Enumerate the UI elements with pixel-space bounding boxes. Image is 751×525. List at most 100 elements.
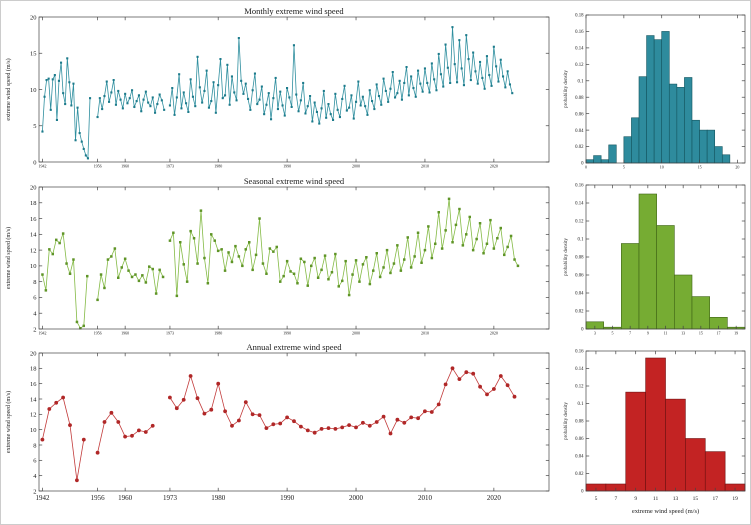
svg-text:1990: 1990: [280, 494, 295, 502]
svg-text:0.12: 0.12: [575, 385, 584, 390]
svg-text:10: 10: [30, 263, 37, 270]
svg-text:1942: 1942: [38, 331, 46, 336]
svg-text:11: 11: [653, 496, 659, 502]
svg-text:20: 20: [735, 165, 739, 170]
svg-text:10: 10: [30, 427, 37, 434]
svg-text:extreme wind speed (m/s): extreme wind speed (m/s): [5, 227, 12, 289]
svg-text:0: 0: [585, 165, 587, 170]
svg-text:14: 14: [30, 232, 37, 239]
svg-text:16: 16: [30, 216, 37, 223]
svg-text:2: 2: [33, 326, 36, 333]
svg-text:5: 5: [612, 331, 614, 336]
svg-text:20: 20: [30, 184, 37, 191]
svg-text:0.14: 0.14: [575, 202, 584, 207]
svg-text:5: 5: [623, 165, 625, 170]
svg-text:19: 19: [732, 496, 738, 502]
svg-text:10: 10: [30, 87, 37, 94]
svg-text:17: 17: [717, 331, 721, 336]
svg-text:0.02: 0.02: [575, 145, 584, 150]
svg-text:10: 10: [660, 165, 664, 170]
svg-text:18: 18: [30, 200, 37, 207]
svg-text:6: 6: [33, 295, 37, 302]
svg-text:20: 20: [30, 350, 37, 357]
svg-text:17: 17: [712, 496, 718, 502]
svg-text:20: 20: [30, 14, 37, 21]
svg-text:1990: 1990: [283, 331, 291, 336]
svg-text:16: 16: [30, 381, 37, 388]
svg-text:8: 8: [33, 442, 36, 449]
svg-text:1956: 1956: [94, 331, 102, 336]
svg-text:0.02: 0.02: [575, 310, 584, 315]
svg-text:0.14: 0.14: [575, 367, 584, 372]
svg-text:6: 6: [33, 458, 37, 465]
svg-text:probability density: probability density: [564, 70, 569, 108]
svg-text:14: 14: [30, 396, 37, 403]
svg-text:0.18: 0.18: [575, 14, 584, 19]
svg-text:1980: 1980: [214, 331, 222, 336]
svg-text:extreme wind speed (m/s): extreme wind speed (m/s): [632, 508, 699, 515]
seasonal-wind-speed-histogram: 3 5 7 9 11 13 15 17 19 0 0.02 0.04 0.06 0.08 0.1 0.12 0.…: [564, 184, 746, 336]
annual-wind-speed-histogram: 5 7 9 11 13 15 17 19 0 0.02 0.04 0.06 0.08 0.1 0.12 0.1…: [564, 350, 746, 515]
svg-text:0.1: 0.1: [578, 402, 585, 407]
svg-text:15: 15: [30, 51, 37, 58]
svg-text:2020: 2020: [490, 164, 498, 169]
svg-text:1960: 1960: [121, 331, 129, 336]
svg-text:19: 19: [734, 331, 738, 336]
svg-text:0.06: 0.06: [575, 437, 584, 442]
svg-text:0.1: 0.1: [578, 238, 585, 243]
svg-text:1956: 1956: [91, 494, 106, 502]
svg-text:4: 4: [33, 473, 37, 480]
svg-text:probability density: probability density: [564, 402, 569, 440]
svg-text:probability density: probability density: [564, 238, 569, 276]
svg-text:0.12: 0.12: [575, 63, 584, 68]
svg-text:12: 12: [30, 412, 37, 419]
svg-text:18: 18: [30, 366, 37, 373]
svg-text:15: 15: [699, 331, 703, 336]
svg-text:3: 3: [594, 331, 596, 336]
svg-text:0: 0: [581, 162, 584, 167]
svg-text:0: 0: [581, 328, 584, 333]
svg-text:5: 5: [595, 496, 598, 502]
svg-text:0.16: 0.16: [575, 184, 584, 189]
svg-text:1960: 1960: [118, 494, 133, 502]
svg-text:0.04: 0.04: [575, 129, 584, 134]
svg-text:2000: 2000: [352, 331, 360, 336]
svg-text:13: 13: [681, 331, 685, 336]
svg-text:1942: 1942: [35, 494, 50, 502]
svg-text:12: 12: [30, 247, 37, 254]
seasonal-wind-speed-line-chart: 1942 1956 1960 1973 1980 1990 2000 2010 20202468…: [5, 176, 550, 336]
svg-text:2000: 2000: [352, 164, 360, 169]
svg-text:extreme wind speed (m/s): extreme wind speed (m/s): [5, 391, 12, 453]
svg-text:7: 7: [629, 331, 631, 336]
svg-text:0.04: 0.04: [575, 292, 584, 297]
svg-text:0.14: 0.14: [575, 47, 584, 52]
svg-text:Annual extreme wind speed: Annual extreme wind speed: [246, 342, 342, 352]
svg-text:1942: 1942: [38, 164, 46, 169]
svg-text:15: 15: [693, 496, 699, 502]
svg-text:0.06: 0.06: [575, 112, 584, 117]
svg-text:2020: 2020: [487, 494, 502, 502]
svg-text:1973: 1973: [166, 331, 174, 336]
svg-text:0.04: 0.04: [575, 455, 584, 460]
svg-text:9: 9: [647, 331, 649, 336]
svg-text:2010: 2010: [421, 331, 429, 336]
annual-wind-speed-line-chart: 1942 1956 1960 1973 1980 1990 2000 2010 20202468…: [5, 342, 550, 502]
svg-text:0.06: 0.06: [575, 274, 584, 279]
svg-text:0: 0: [33, 159, 36, 166]
svg-text:0.02: 0.02: [575, 472, 584, 477]
svg-text:13: 13: [673, 496, 679, 502]
svg-text:1980: 1980: [214, 164, 222, 169]
svg-text:5: 5: [33, 123, 36, 130]
svg-text:15: 15: [698, 165, 702, 170]
svg-text:9: 9: [634, 496, 637, 502]
svg-text:0.16: 0.16: [575, 350, 584, 355]
monthly-wind-speed-histogram: 0 5 10 15 2000.020.040.060.080.10.120.140.16…: [564, 14, 746, 170]
svg-text:1980: 1980: [211, 494, 226, 502]
svg-text:2010: 2010: [421, 164, 429, 169]
svg-text:1990: 1990: [283, 164, 291, 169]
svg-text:8: 8: [33, 279, 36, 286]
svg-text:0.1: 0.1: [578, 80, 585, 85]
svg-text:0: 0: [581, 490, 584, 495]
svg-text:1960: 1960: [121, 164, 129, 169]
svg-text:0.16: 0.16: [575, 30, 584, 35]
